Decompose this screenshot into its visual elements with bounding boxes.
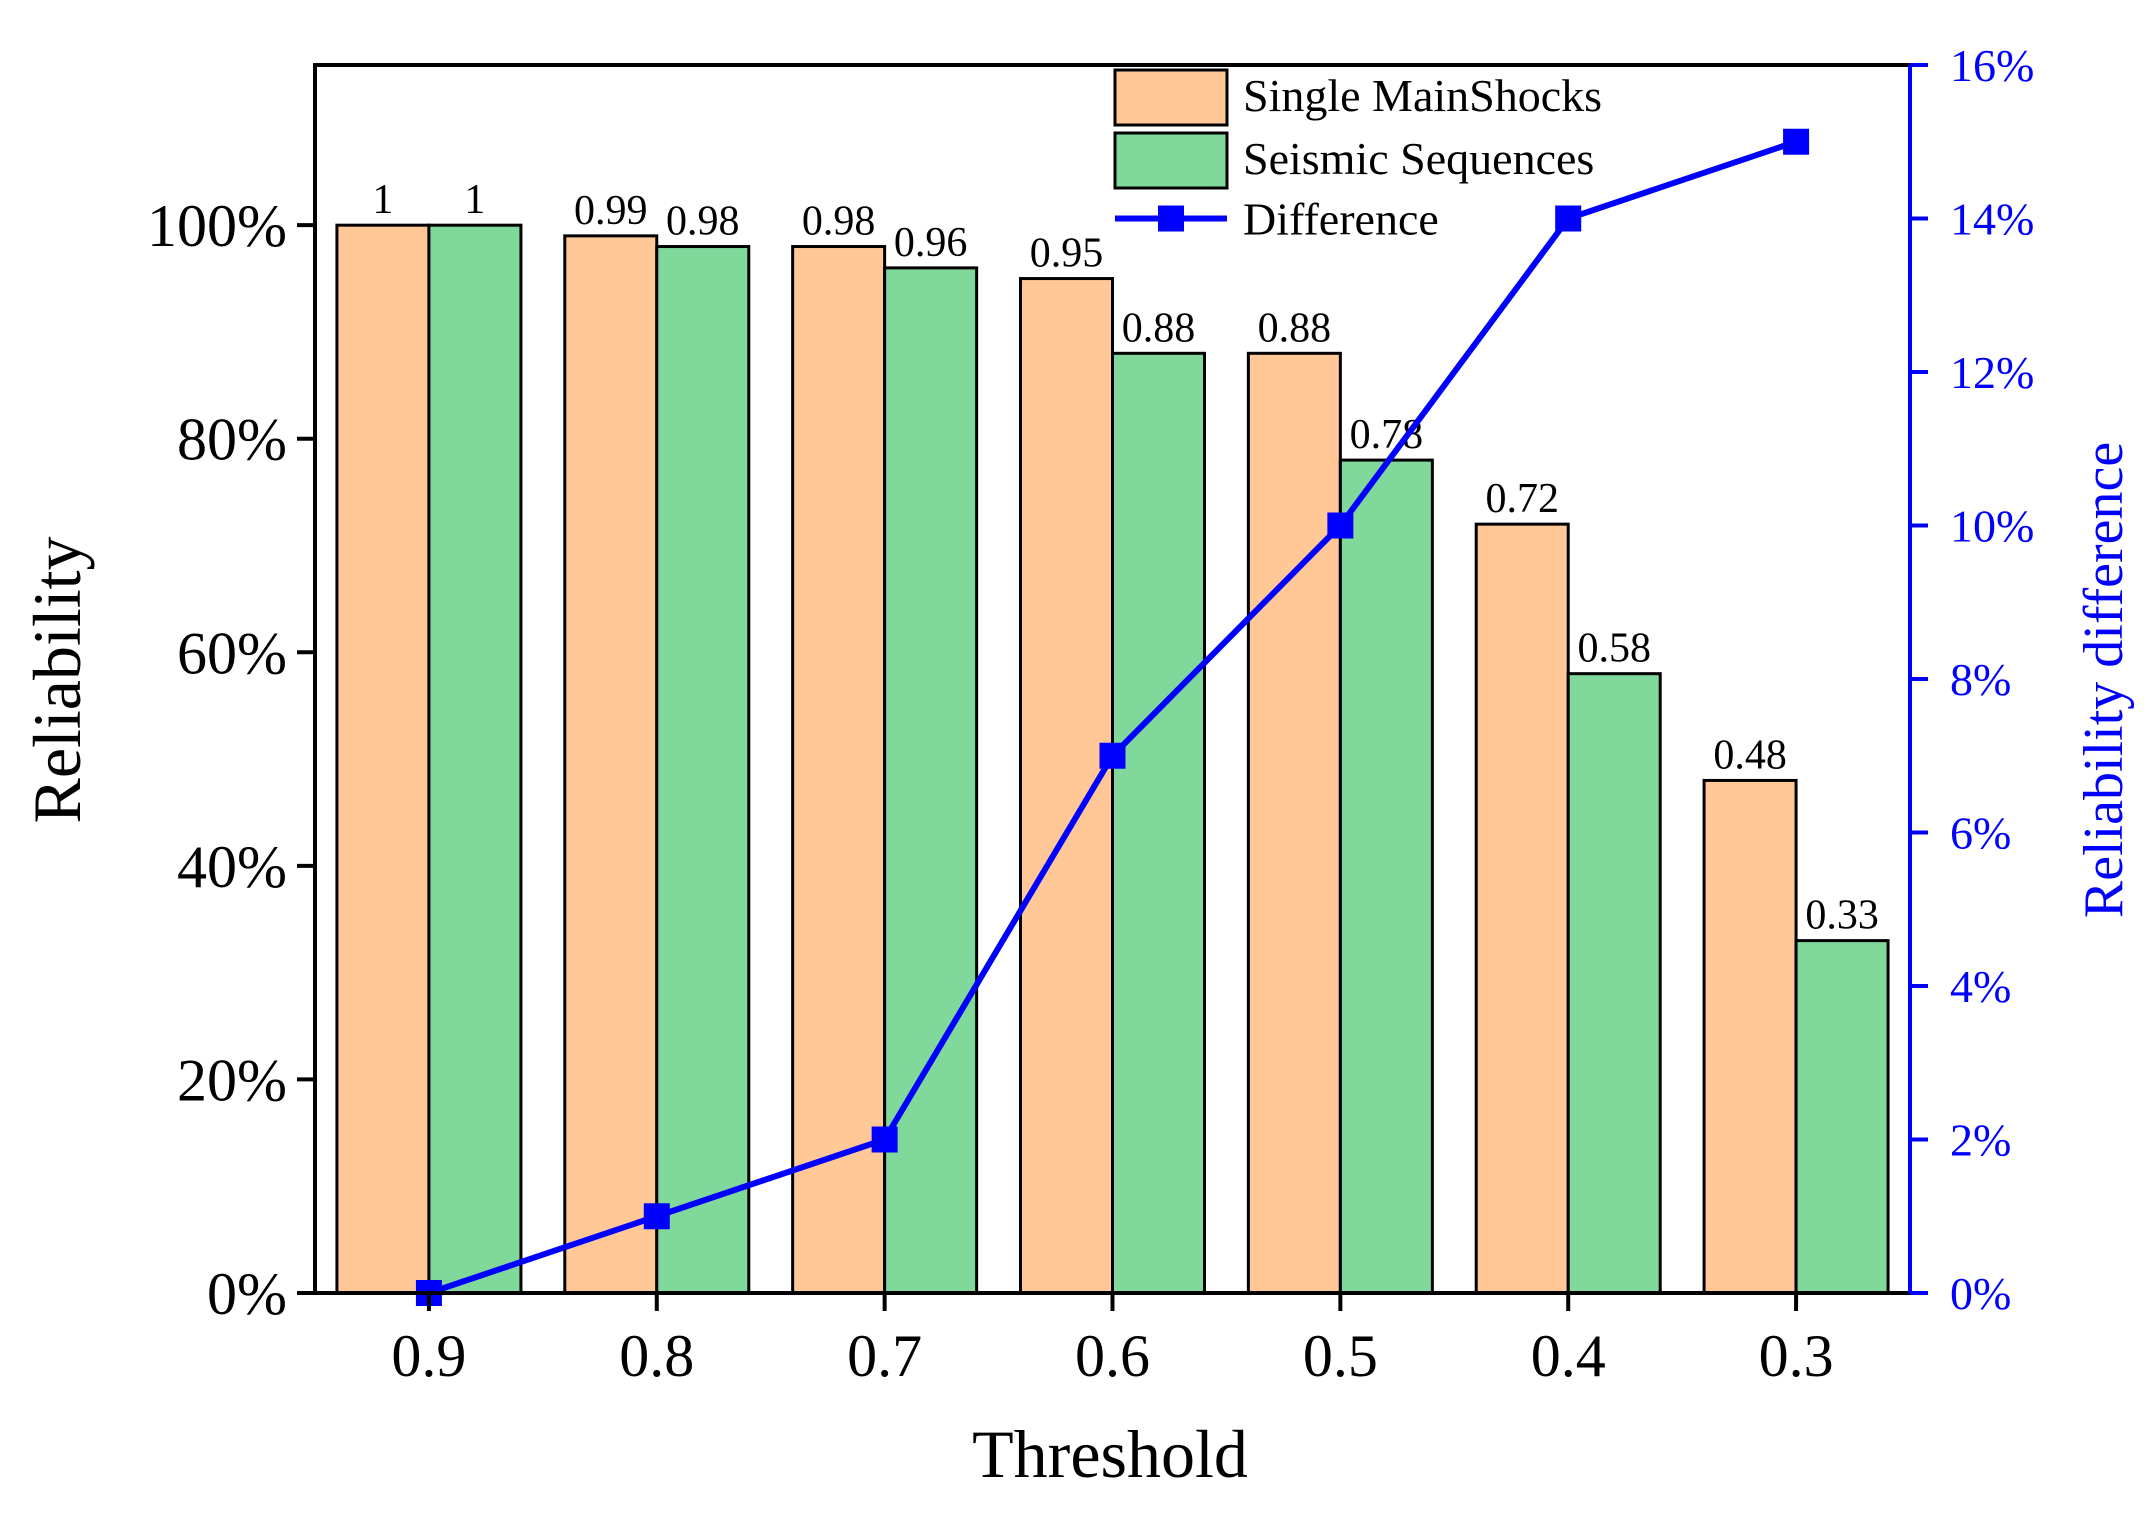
bar-seismic-sequences-0.6	[1111, 351, 1206, 1295]
difference-marker-0.3	[1783, 128, 1810, 155]
data-label: 1	[372, 177, 393, 223]
y2-tick-label: 10%	[1950, 501, 2034, 552]
y-tick-label: 60%	[177, 620, 287, 686]
difference-marker-0.7	[871, 1126, 898, 1153]
y-axis-title: Reliability	[19, 536, 95, 823]
x-tick-label: 0.6	[1075, 1323, 1150, 1389]
legend-swatch-seismic-sequences	[1113, 131, 1229, 190]
axes-layer: 0% 20% 40% 60% 80% 100% 0% 2% 4% 6% 8% 10% 12% 14% 16%…	[147, 40, 2034, 1389]
y2-tick-label: 12%	[1950, 347, 2034, 398]
data-label: 0.48	[1713, 732, 1787, 778]
bar-seismic-sequences-0.7	[883, 266, 979, 1295]
data-label: 0.88	[1258, 305, 1332, 351]
x-tick-label: 0.9	[391, 1323, 466, 1389]
x-tick-label: 0.7	[847, 1323, 922, 1389]
difference-marker-0.4	[1555, 205, 1582, 232]
bar-seismic-sequences-0.8	[655, 245, 751, 1295]
bar-single-mainshocks-0.3	[1702, 778, 1798, 1295]
y2-tick-label: 8%	[1950, 654, 2011, 705]
y-tick-label: 80%	[177, 407, 287, 473]
x-tick-label: 0.5	[1303, 1323, 1378, 1389]
legend-label: Difference	[1243, 194, 1439, 245]
legend-swatch-single-mainshocks	[1113, 68, 1229, 127]
y2-tick-label: 14%	[1950, 194, 2034, 245]
bar-labels-layer: 1 0.99 0.98 0.95 0.88 0.72 0.48 1 0.98 0.96 0.88 0.…	[372, 177, 1878, 938]
difference-marker-0.8	[643, 1203, 670, 1230]
data-label: 0.33	[1805, 893, 1879, 939]
y2-tick-label: 4%	[1950, 961, 2011, 1012]
y2-tick-label: 2%	[1950, 1115, 2011, 1166]
difference-marker-0.5	[1327, 512, 1354, 539]
bar-seismic-sequences-0.5	[1338, 458, 1434, 1295]
x-tick-label: 0.8	[619, 1323, 694, 1389]
bar-seismic-sequences-0.4	[1566, 672, 1662, 1295]
data-label: 0.96	[894, 220, 968, 266]
legend-label: Single MainShocks	[1243, 70, 1602, 121]
data-label: 0.95	[1030, 231, 1104, 277]
bar-single-mainshocks-0.7	[791, 245, 887, 1295]
bar-single-mainshocks-0.6	[1019, 277, 1114, 1295]
data-label: 0.98	[802, 199, 876, 245]
y2-tick-label: 0%	[1950, 1268, 2011, 1319]
data-label: 0.98	[666, 199, 740, 245]
y-tick-label: 0%	[207, 1261, 287, 1327]
difference-marker-0.6	[1099, 742, 1126, 769]
bar-seismic-sequences-0.3	[1794, 939, 1890, 1295]
y2-tick-label: 16%	[1950, 40, 2034, 91]
bar-single-mainshocks-0.9	[335, 223, 431, 1295]
x-tick-label: 0.4	[1531, 1323, 1606, 1389]
data-label: 0.72	[1485, 476, 1559, 522]
bar-single-mainshocks-0.4	[1474, 522, 1570, 1295]
y2-tick-label: 6%	[1950, 808, 2011, 859]
x-axis-title: Threshold	[972, 1416, 1248, 1492]
legend: Single MainShocks Seismic Sequences Differ…	[1113, 68, 1602, 245]
y-tick-label: 100%	[147, 193, 287, 259]
data-label: 0.99	[574, 188, 648, 234]
difference-line-layer	[415, 128, 1810, 1306]
y-tick-label: 20%	[177, 1047, 287, 1113]
bar-seismic-sequences-0.9	[427, 223, 523, 1295]
x-tick-label: 0.3	[1759, 1323, 1834, 1389]
y2-axis-title: Reliability difference	[2073, 442, 2135, 918]
legend-marker-difference	[1158, 205, 1184, 232]
data-label: 0.58	[1577, 626, 1651, 672]
y-tick-label: 40%	[177, 834, 287, 900]
bars-layer	[335, 223, 1890, 1295]
data-label: 1	[464, 177, 485, 223]
data-label: 0.88	[1122, 305, 1196, 351]
bar-single-mainshocks-0.5	[1246, 351, 1342, 1295]
legend-label: Seismic Sequences	[1243, 133, 1594, 184]
data-label: 0.78	[1350, 412, 1424, 458]
bar-single-mainshocks-0.8	[563, 234, 659, 1295]
